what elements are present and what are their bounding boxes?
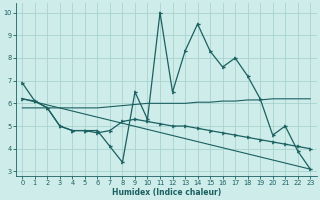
X-axis label: Humidex (Indice chaleur): Humidex (Indice chaleur) (112, 188, 221, 197)
